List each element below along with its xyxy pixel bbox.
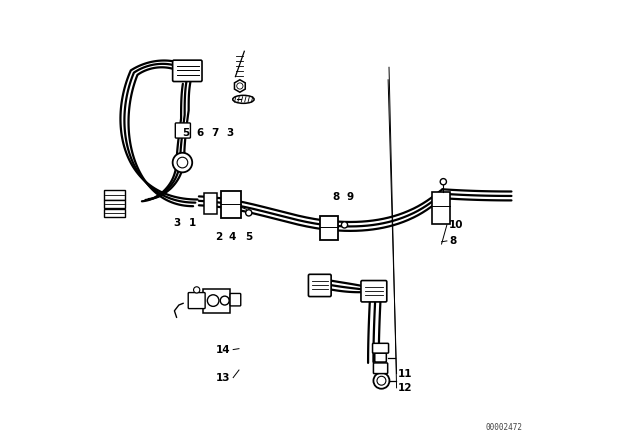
FancyBboxPatch shape (188, 293, 205, 309)
Circle shape (440, 179, 447, 185)
Text: 10: 10 (449, 220, 463, 230)
Circle shape (193, 287, 200, 293)
Text: 8: 8 (449, 236, 456, 246)
Text: 2: 2 (215, 233, 222, 242)
Text: 1: 1 (189, 218, 196, 228)
Text: 3: 3 (173, 218, 180, 228)
FancyBboxPatch shape (361, 280, 387, 302)
Text: 3: 3 (227, 128, 234, 138)
Text: 4: 4 (228, 233, 236, 242)
FancyBboxPatch shape (375, 353, 387, 362)
Circle shape (341, 222, 348, 228)
FancyBboxPatch shape (175, 123, 191, 138)
FancyBboxPatch shape (173, 60, 202, 82)
Bar (432, 192, 450, 224)
Bar (104, 209, 125, 217)
Circle shape (373, 373, 390, 389)
Circle shape (220, 296, 229, 305)
Bar (320, 216, 338, 240)
Bar (204, 193, 217, 214)
Ellipse shape (233, 95, 254, 103)
Bar (204, 289, 230, 313)
Circle shape (207, 295, 219, 306)
Circle shape (177, 157, 188, 168)
Text: 7: 7 (212, 128, 219, 138)
Bar (104, 199, 125, 208)
Bar (104, 190, 125, 200)
Text: 6: 6 (196, 128, 204, 138)
Text: 13: 13 (216, 373, 230, 383)
Text: 8: 8 (332, 192, 339, 202)
Bar (221, 190, 241, 218)
Text: 9: 9 (347, 192, 354, 202)
Circle shape (246, 210, 252, 216)
Text: 00002472: 00002472 (486, 423, 523, 432)
Circle shape (173, 153, 192, 172)
Text: 5: 5 (245, 233, 252, 242)
FancyBboxPatch shape (373, 363, 388, 374)
Polygon shape (234, 80, 245, 92)
Text: 5: 5 (182, 128, 189, 138)
FancyBboxPatch shape (372, 343, 388, 353)
Circle shape (237, 83, 243, 89)
Circle shape (377, 376, 386, 385)
Text: 12: 12 (398, 383, 412, 393)
FancyBboxPatch shape (230, 293, 241, 306)
FancyBboxPatch shape (308, 274, 331, 297)
Text: 11: 11 (398, 369, 412, 379)
Text: 14: 14 (216, 345, 230, 354)
